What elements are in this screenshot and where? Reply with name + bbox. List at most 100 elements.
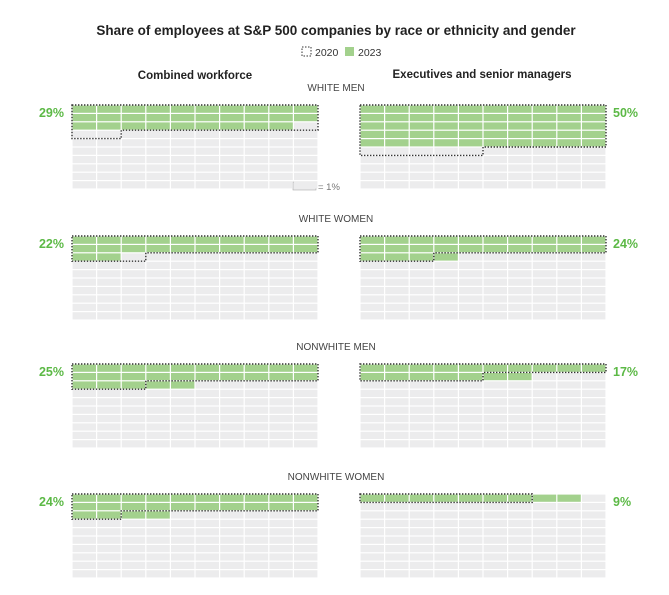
column-title-combined: Combined workforce [138, 70, 252, 82]
cell-filled-2023 [171, 364, 195, 372]
cell-empty [385, 270, 409, 278]
cell-empty [244, 381, 269, 389]
cell-empty [121, 431, 146, 439]
cell-empty [557, 181, 581, 189]
cell-filled-2023 [97, 236, 121, 244]
cell-empty [97, 561, 121, 569]
cell-empty [508, 415, 532, 423]
cell-empty [385, 303, 409, 311]
cell-empty [72, 519, 96, 527]
cell-empty [171, 312, 195, 320]
cell-filled-2023 [269, 105, 293, 113]
cell-filled-2023 [434, 373, 458, 381]
cell-filled-2023 [294, 494, 318, 502]
cell-empty [557, 373, 581, 381]
cell-filled-2023 [97, 105, 121, 113]
cell-filled-2023 [483, 245, 507, 253]
cell-empty [434, 381, 458, 389]
cell-empty [459, 295, 483, 303]
cell-empty [582, 253, 606, 261]
cell-filled-2023 [483, 494, 507, 502]
cell-empty [171, 561, 195, 569]
cell-empty [72, 536, 96, 544]
cell-empty [508, 253, 532, 261]
cell-empty [434, 398, 458, 406]
cell-empty [532, 398, 557, 406]
cell-empty [483, 172, 507, 180]
cell-empty [557, 503, 581, 511]
cell-empty [294, 389, 318, 397]
cell-empty [72, 415, 96, 423]
cell-empty [294, 122, 318, 130]
cell-empty [459, 253, 483, 261]
cell-empty [459, 519, 483, 527]
cell-filled-2023 [244, 503, 269, 511]
cell-filled-2023 [121, 511, 146, 519]
cell-filled-2023 [72, 511, 96, 519]
cell-empty [582, 406, 606, 414]
cell-empty [146, 130, 170, 138]
cell-empty [459, 261, 483, 269]
cell-empty [97, 570, 121, 578]
cell-empty [294, 398, 318, 406]
cell-filled-2023 [269, 122, 293, 130]
cell-empty [72, 139, 96, 147]
waffle-executives [359, 363, 607, 448]
cell-empty [171, 139, 195, 147]
cell-empty [557, 528, 581, 536]
cell-empty [121, 172, 146, 180]
cell-filled-2023 [483, 130, 507, 138]
cell-empty [244, 553, 269, 561]
cell-empty [434, 278, 458, 286]
cell-empty [195, 261, 219, 269]
cell-empty [459, 415, 483, 423]
cell-empty [557, 423, 581, 431]
cell-empty [532, 519, 557, 527]
cell-filled-2023 [121, 105, 146, 113]
cell-empty [582, 423, 606, 431]
cell-empty [72, 278, 96, 286]
cell-empty [459, 270, 483, 278]
cell-filled-2023 [459, 105, 483, 113]
cell-empty [434, 287, 458, 295]
cell-empty [508, 545, 532, 553]
cell-empty [220, 312, 244, 320]
cell-filled-2023 [360, 253, 384, 261]
cell-filled-2023 [244, 236, 269, 244]
cell-filled-2023 [385, 236, 409, 244]
cell-empty [360, 511, 384, 519]
cell-empty [269, 181, 293, 189]
cell-empty [171, 519, 195, 527]
cell-empty [459, 181, 483, 189]
cell-empty [409, 303, 434, 311]
cell-empty [244, 423, 269, 431]
cell-filled-2023 [557, 364, 581, 372]
cell-filled-2023 [220, 236, 244, 244]
cell-filled-2023 [97, 511, 121, 519]
cell-empty [483, 270, 507, 278]
cell-empty [508, 295, 532, 303]
cell-filled-2023 [508, 130, 532, 138]
cell-filled-2023 [459, 245, 483, 253]
cell-empty [220, 561, 244, 569]
cell-filled-2023 [146, 364, 170, 372]
cell-empty [244, 431, 269, 439]
cell-empty [72, 431, 96, 439]
cell-empty [483, 528, 507, 536]
cell-empty [409, 519, 434, 527]
cell-empty [171, 130, 195, 138]
cell-filled-2023 [360, 236, 384, 244]
cell-empty [195, 398, 219, 406]
value-label-executives: 24% [613, 237, 638, 251]
cell-empty [195, 440, 219, 448]
cell-empty [121, 303, 146, 311]
cell-empty [97, 130, 121, 138]
cell-empty [220, 270, 244, 278]
cell-empty [121, 406, 146, 414]
cell-empty [483, 303, 507, 311]
cell-empty [171, 295, 195, 303]
cell-filled-2023 [385, 494, 409, 502]
cell-empty [269, 561, 293, 569]
cell-empty [294, 553, 318, 561]
cell-empty [532, 147, 557, 155]
